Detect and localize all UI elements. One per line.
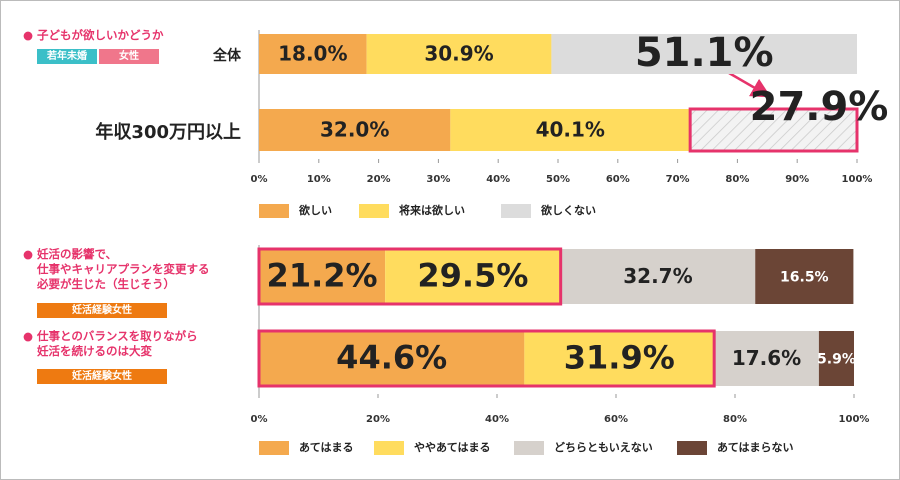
tag: 女性	[99, 49, 159, 64]
legend-swatch	[374, 441, 404, 455]
value-label: 32.7%	[623, 264, 692, 288]
x-tick-label: 80%	[725, 174, 749, 185]
bar-segment	[259, 109, 451, 151]
x-tick-label: 60%	[604, 414, 628, 425]
value-label: 18.0%	[278, 42, 347, 66]
x-tick-label: 30%	[426, 174, 450, 185]
bar-segment	[366, 34, 552, 74]
value-label: 21.2%	[267, 257, 378, 295]
x-tick-label: 40%	[486, 174, 510, 185]
tag: 妊活経験女性	[37, 303, 167, 318]
legend-label: 欲しくない	[540, 203, 596, 217]
value-label: 44.6%	[336, 339, 447, 377]
highlight-box	[257, 247, 563, 306]
value-label: 29.5%	[417, 257, 528, 295]
x-tick-label: 70%	[666, 174, 690, 185]
value-label: 32.0%	[320, 118, 389, 142]
x-tick-label: 80%	[723, 414, 747, 425]
legend-swatch	[359, 204, 389, 218]
bar-segment	[560, 249, 756, 304]
legend-swatch	[501, 204, 531, 218]
x-tick-label: 40%	[485, 414, 509, 425]
value-label: 17.6%	[732, 346, 801, 370]
highlight-box	[257, 329, 716, 388]
legend-swatch	[514, 441, 544, 455]
value-label: 51.1%	[635, 30, 774, 76]
bar-segment	[818, 331, 854, 386]
bullet: ●	[23, 247, 34, 261]
x-tick-label: 90%	[785, 174, 809, 185]
category-label: 妊活の影響で、 仕事やキャリアプランを変更する 必要が生じた（生じそう）	[37, 247, 210, 291]
bullet: ●	[23, 329, 34, 343]
x-tick-label: 50%	[546, 174, 570, 185]
legend-swatch	[259, 204, 289, 218]
bar-segment	[688, 107, 859, 153]
value-label: 30.9%	[424, 42, 493, 66]
bar-segment	[714, 331, 819, 386]
legend-swatch	[259, 441, 289, 455]
bar-segment	[524, 331, 715, 386]
bar-segment	[259, 34, 367, 74]
value-label: 40.1%	[536, 118, 605, 142]
value-label: 16.5%	[780, 270, 829, 286]
legend-label: 欲しい	[298, 203, 332, 217]
x-tick-label: 20%	[366, 414, 390, 425]
chart-title: 子どもが欲しいかどうか	[37, 28, 164, 42]
x-tick-label: 20%	[367, 174, 391, 185]
bullet: ●	[23, 28, 34, 42]
value-label: 5.9%	[817, 352, 856, 368]
value-label: 31.9%	[564, 339, 675, 377]
x-tick-label: 60%	[606, 174, 630, 185]
bar-segment	[755, 249, 854, 304]
legend-label: どちらともいえない	[554, 441, 653, 454]
legend-label: 将来は欲しい	[399, 203, 465, 217]
arrow	[728, 71, 772, 98]
category-label: 年収300万円以上	[95, 122, 241, 143]
category-label: 仕事とのバランスを取りながら 妊活を続けるのは大変	[37, 329, 198, 358]
bar-segment	[450, 109, 691, 151]
legend-swatch	[677, 441, 707, 455]
tag: 若年未婚	[37, 49, 97, 64]
bar-segment	[259, 331, 525, 386]
legend-label: ややあてはまる	[414, 441, 491, 454]
x-tick-label: 100%	[839, 414, 870, 425]
x-tick-label: 100%	[842, 174, 873, 185]
x-tick-label: 0%	[251, 414, 268, 425]
bar-segment	[259, 249, 386, 304]
value-label: 27.9%	[750, 84, 889, 130]
x-tick-label: 0%	[251, 174, 268, 185]
category-label: 全体	[213, 48, 241, 64]
bar-segment	[385, 249, 561, 304]
tag: 妊活経験女性	[37, 369, 167, 384]
legend-label: あてはまる	[299, 441, 354, 454]
bar-segment	[551, 34, 857, 74]
x-tick-label: 10%	[307, 174, 331, 185]
legend-label: あてはまらない	[717, 441, 794, 454]
